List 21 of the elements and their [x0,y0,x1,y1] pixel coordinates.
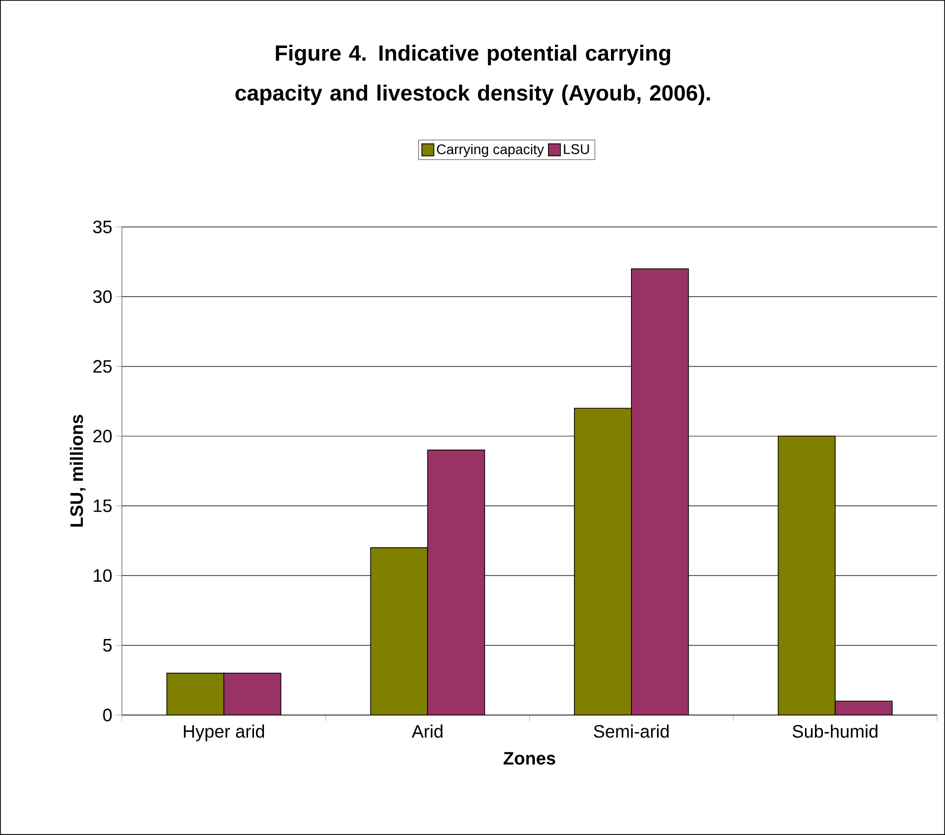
y-axis-title: LSU, millions [70,414,86,527]
y-tick-label: 5 [103,639,112,652]
x-tick-label: Semi-arid [594,724,669,738]
legend-label: Carrying capacity [436,144,544,158]
chart-title: Figure 4. Indicative potential carrying capacity and livestock density (Ayoub, 2006). [235,44,710,106]
y-tick-label: 0 [103,708,112,722]
y-tick-label: 20 [93,430,112,442]
y-tick-label: 25 [93,360,112,373]
y-tick-label: 15 [94,500,112,512]
bar [166,672,224,716]
bar [574,408,632,716]
x-tick-label: Hyper arid [184,724,264,742]
bar [370,547,428,716]
x-tick-label: Arid [412,724,442,738]
legend-label: LSU [564,144,589,154]
x-axis-title: Zones [504,752,556,765]
y-tick-label: 10 [94,569,112,582]
y-tick-label: 30 [93,290,112,304]
y-tick-label: 35 [93,220,112,234]
x-tick-label: Sub-humid [792,724,878,738]
bar [778,436,836,716]
